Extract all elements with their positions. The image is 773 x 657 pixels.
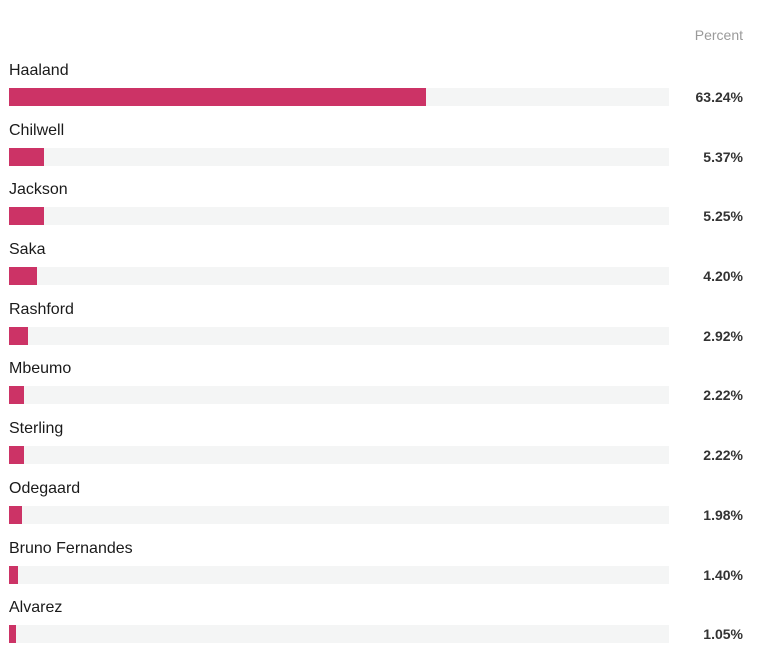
bar [9, 88, 427, 106]
bar-row: Saka 4.20% [9, 239, 743, 299]
bar [9, 625, 16, 644]
bar-row: Rashford 2.92% [9, 299, 743, 359]
bar-row: Bruno Fernandes 1.40% [9, 538, 743, 598]
bar-row: Mbeumo 2.22% [9, 358, 743, 418]
bar-row: Alvarez 1.05% [9, 597, 743, 657]
bar-track [9, 88, 669, 106]
bar-value-label: 2.22% [703, 387, 743, 404]
bar [9, 207, 44, 226]
percent-column-header: Percent [694, 27, 743, 43]
bar-track [9, 207, 669, 226]
bar-list: Haaland 63.24% Chilwell 5.37% Jackson 5.25% Sa… [9, 60, 743, 657]
bar-category-label: Odegaard [9, 479, 81, 497]
bar-row: Haaland 63.24% [9, 60, 743, 120]
bar-row: Odegaard 1.98% [9, 478, 743, 538]
bar-category-label: Bruno Fernandes [9, 539, 133, 557]
bar-value-label: 1.40% [703, 566, 743, 583]
bar-row: Sterling 2.22% [9, 418, 743, 478]
bar-category-label: Saka [9, 241, 46, 259]
bar [9, 326, 29, 345]
bar-category-label: Haaland [9, 62, 69, 79]
bar-category-label: Rashford [9, 300, 74, 318]
bar [9, 267, 37, 286]
bar-track [9, 505, 669, 524]
bar-value-label: 63.24% [695, 89, 743, 105]
bar [9, 565, 19, 584]
bar-track [9, 147, 669, 166]
bar-value-label: 2.92% [703, 327, 743, 344]
bar [9, 147, 45, 166]
bar-row: Chilwell 5.37% [9, 120, 743, 180]
bar-value-label: 2.22% [703, 447, 743, 464]
bar-value-label: 5.37% [703, 148, 743, 165]
bar-track [9, 565, 669, 584]
bar-category-label: Chilwell [9, 121, 65, 139]
bar-track [9, 446, 669, 465]
bar-value-label: 1.98% [703, 506, 743, 523]
bar [9, 505, 23, 524]
bar [9, 446, 24, 465]
bar-category-label: Mbeumo [9, 360, 72, 378]
bar-track [9, 267, 669, 286]
bar-value-label: 1.05% [703, 626, 743, 643]
bar-category-label: Jackson [9, 181, 68, 199]
bar-value-label: 4.20% [703, 268, 743, 285]
bar-row: Jackson 5.25% [9, 179, 743, 239]
bar [9, 386, 24, 405]
bar-track [9, 625, 669, 644]
bar-track [9, 386, 669, 405]
bar-track [9, 326, 669, 345]
bar-value-label: 5.25% [703, 208, 743, 225]
bar-category-label: Alvarez [9, 599, 63, 617]
bar-category-label: Sterling [9, 420, 64, 438]
